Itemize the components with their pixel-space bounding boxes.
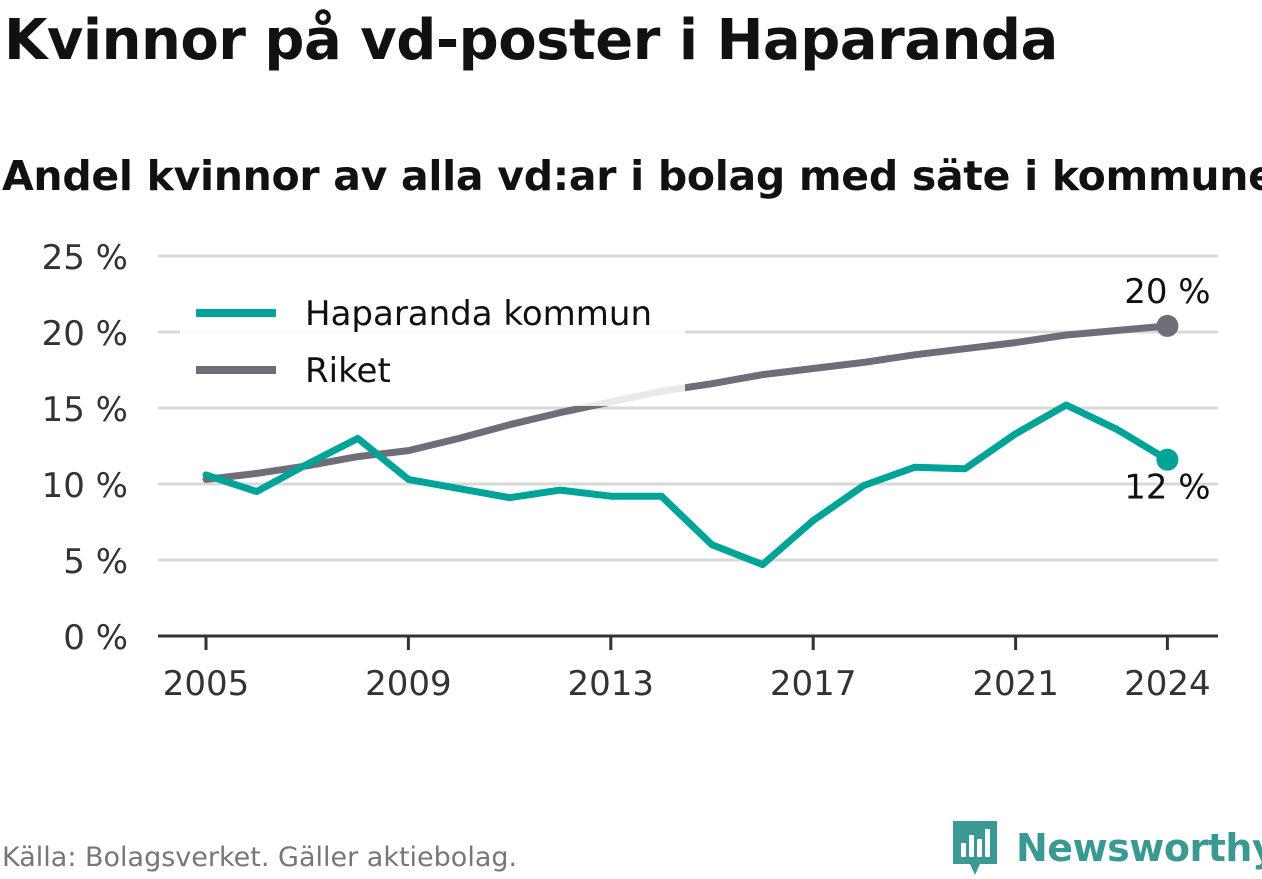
legend-label: Haparanda kommun bbox=[305, 294, 652, 334]
end-marker-dot bbox=[1156, 448, 1179, 471]
end-marker-dot bbox=[1156, 314, 1179, 337]
series-line-riket bbox=[202, 322, 1171, 483]
x-tick-label: 2013 bbox=[568, 664, 655, 704]
legend-background bbox=[180, 282, 685, 406]
x-axis-ticks: 2005 2009 2013 2017 2021 2024 bbox=[163, 636, 1211, 704]
y-tick-label: 20 % bbox=[42, 314, 128, 354]
series-lines bbox=[202, 322, 1171, 569]
y-axis-ticks: 0 % 5 % 10 % 15 % 20 % 25 % bbox=[42, 238, 128, 658]
y-tick-label: 5 % bbox=[63, 542, 128, 582]
x-tick-label: 2021 bbox=[972, 664, 1059, 704]
source-note: Källa: Bolagsverket. Gäller aktiebolag. bbox=[2, 842, 518, 873]
legend: Haparanda kommun Riket bbox=[180, 282, 685, 406]
grid-lines bbox=[158, 254, 1218, 638]
end-value-label: 12 % bbox=[1124, 468, 1210, 508]
y-tick-label: 25 % bbox=[42, 238, 128, 278]
series-line-haparanda bbox=[202, 401, 1171, 569]
y-tick-label: 15 % bbox=[42, 390, 128, 430]
legend-label: Riket bbox=[305, 351, 391, 391]
x-tick-label: 2017 bbox=[770, 664, 857, 704]
y-tick-label: 0 % bbox=[63, 618, 128, 658]
y-tick-label: 10 % bbox=[42, 466, 128, 506]
x-tick-label: 2005 bbox=[163, 664, 250, 704]
end-markers: 12 % 20 % bbox=[1124, 272, 1210, 508]
x-tick-label: 2024 bbox=[1124, 664, 1211, 704]
end-value-label: 20 % bbox=[1124, 272, 1210, 312]
chart-subtitle: Andel kvinnor av alla vd:ar i bolag med … bbox=[2, 152, 1262, 200]
chart-title: Kvinnor på vd-poster i Haparanda bbox=[4, 8, 1058, 73]
brand: Newsworthy bbox=[950, 818, 1262, 878]
brand-name: Newsworthy bbox=[1016, 826, 1262, 870]
line-chart: 0 %5 %10 %15 %20 %25 % 2005 2009 2013 2017 2… bbox=[42, 238, 1218, 704]
newsworthy-logo-icon bbox=[953, 821, 997, 875]
x-tick-label: 2009 bbox=[365, 664, 452, 704]
